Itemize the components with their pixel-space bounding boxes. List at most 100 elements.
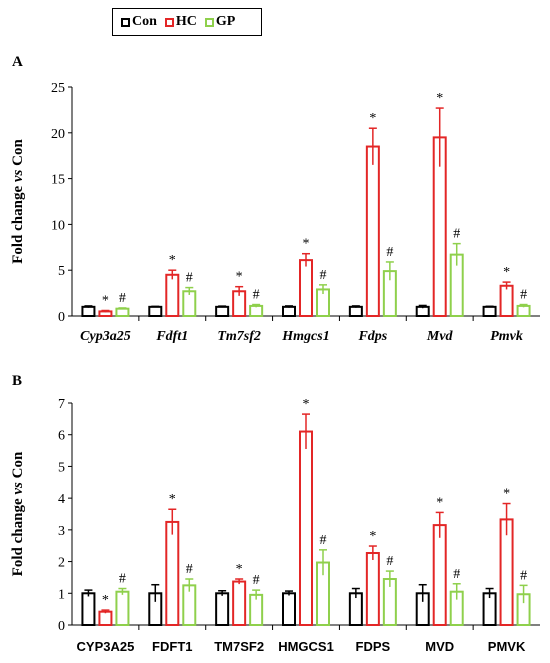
bar-hc: [432, 524, 447, 626]
bar-hc: [98, 610, 113, 626]
y-axis-label-part: Con: [10, 139, 26, 170]
legend-label-con: Con: [132, 14, 157, 29]
significance-mark: *: [236, 270, 243, 285]
y-axis-label: Fold change vs Con: [10, 451, 26, 576]
bar-con: [215, 305, 230, 317]
bar-gp: [516, 304, 531, 318]
y-tick-label: 3: [58, 524, 65, 539]
legend-item-gp: GP: [204, 14, 236, 30]
significance-mark: *: [369, 111, 376, 126]
significance-mark: *: [102, 593, 109, 608]
y-tick-label: 7: [58, 397, 65, 412]
category-label: Mvd: [426, 329, 454, 344]
significance-mark: *: [303, 237, 310, 252]
significance-mark: #: [253, 573, 260, 588]
y-axis-label-part: Fold change: [10, 182, 26, 264]
category-label: Fdps: [357, 329, 387, 344]
legend-item-con: Con: [121, 14, 157, 30]
y-tick-label: 15: [51, 173, 65, 188]
panel-label-a: A: [12, 54, 23, 70]
significance-mark: #: [253, 288, 260, 303]
bar-hc: [165, 273, 180, 317]
category-label: Fdft1: [155, 329, 188, 344]
category-label: FDFT1: [152, 639, 192, 654]
bar-hc: [365, 145, 380, 317]
y-axis-label-part: vs: [10, 482, 26, 495]
category-label: Tm7sf2: [217, 329, 261, 344]
legend-swatch-gp: [204, 17, 214, 27]
significance-mark: *: [436, 495, 443, 510]
significance-mark: #: [320, 268, 327, 283]
bar-con: [282, 305, 296, 317]
bar-hc: [499, 284, 514, 318]
significance-mark: #: [119, 572, 126, 587]
category-label: Cyp3a25: [80, 329, 131, 344]
y-axis-label-part: Fold change: [10, 495, 26, 577]
category-label: HMGCS1: [278, 639, 334, 654]
category-label: FDPS: [356, 639, 391, 654]
y-tick-label: 2: [58, 556, 65, 571]
significance-mark: *: [236, 562, 243, 577]
category-label: PMVK: [488, 639, 526, 654]
y-tick-label: 1: [58, 587, 65, 602]
significance-mark: #: [386, 245, 393, 260]
bar-con: [282, 592, 296, 626]
bar-con: [81, 592, 96, 626]
bar-gp: [249, 304, 264, 318]
category-label: Hmgcs1: [281, 329, 329, 344]
y-tick-label: 5: [58, 460, 65, 475]
bar-gp: [115, 307, 130, 317]
significance-mark: *: [503, 487, 510, 502]
bar-hc: [299, 430, 313, 626]
chart-panel-a: 0 5 10 15 20 25 Fold change vs Con Cyp3a25 * # Fdf…: [10, 81, 540, 344]
legend-label-gp: GP: [215, 14, 236, 29]
significance-mark: *: [369, 529, 376, 544]
y-axis-label-part: Con: [10, 451, 26, 482]
panel-label-b: B: [12, 373, 23, 389]
y-tick-label: 0: [58, 619, 65, 634]
bar-hc: [365, 552, 380, 626]
y-axis-label: Fold change vs Con: [10, 139, 26, 264]
legend-item-hc: HC: [164, 14, 197, 30]
category-label: CYP3A25: [77, 639, 135, 654]
bar-con: [348, 305, 363, 317]
legend-label-hc: HC: [175, 14, 197, 29]
significance-mark: #: [520, 288, 527, 303]
significance-mark: #: [520, 568, 527, 583]
significance-mark: *: [303, 397, 310, 412]
significance-mark: #: [386, 554, 393, 569]
significance-mark: #: [119, 291, 126, 306]
bar-con: [482, 305, 497, 317]
category-label: Pmvk: [490, 329, 523, 344]
significance-mark: #: [453, 227, 460, 242]
significance-mark: *: [436, 91, 443, 106]
y-tick-label: 4: [58, 492, 65, 507]
y-tick-label: 0: [58, 310, 65, 325]
y-axis-label-part: vs: [10, 169, 26, 182]
significance-mark: *: [503, 265, 510, 280]
significance-mark: #: [320, 533, 327, 548]
significance-mark: #: [186, 271, 193, 286]
category-label: TM7SF2: [214, 639, 264, 654]
legend-swatch-hc: [164, 17, 174, 27]
legend-swatch-con: [121, 17, 130, 27]
y-tick-label: 5: [58, 264, 65, 279]
bar-gp: [115, 590, 130, 627]
y-tick-label: 20: [51, 127, 65, 142]
y-tick-label: 10: [51, 218, 65, 233]
significance-mark: *: [169, 492, 176, 507]
bar-hc: [299, 259, 313, 317]
significance-mark: *: [169, 253, 176, 268]
chart-panel-b: 0 1 2 3 4 5 6 7 Fold change vs Con CYP3A25 * # FDFT1…: [10, 397, 540, 654]
significance-mark: #: [186, 562, 193, 577]
y-tick-label: 25: [51, 81, 65, 96]
bar-gp: [182, 290, 197, 318]
legend: Con HC GP: [112, 8, 262, 36]
bar-con: [215, 592, 230, 626]
category-label: MVD: [425, 639, 454, 654]
bar-con: [81, 305, 96, 317]
significance-mark: #: [453, 567, 460, 582]
bar-hc: [165, 520, 180, 627]
bar-con: [148, 305, 163, 317]
